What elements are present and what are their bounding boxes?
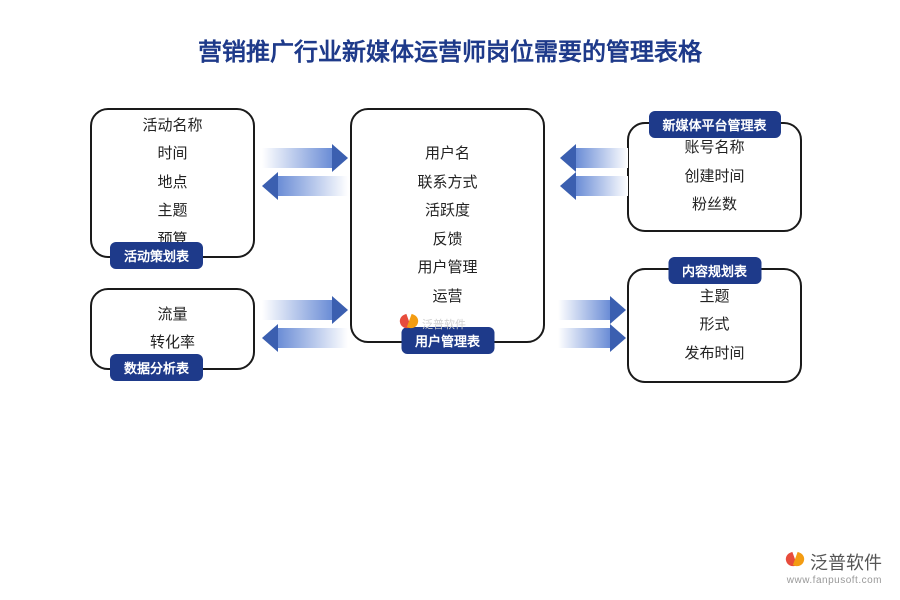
watermark-center: 泛普软件 — [400, 315, 466, 333]
footer-url: www.fanpusoft.com — [787, 575, 882, 586]
node-item: 活跃度 — [425, 197, 470, 226]
node-item: 运营 — [432, 283, 462, 312]
node-content-plan: 主题 形式 发布时间 内容规划表 — [627, 268, 802, 383]
page-title: 营销推广行业新媒体运营师岗位需要的管理表格 — [0, 32, 900, 67]
node-item: 形式 — [699, 311, 729, 340]
node-platform-mgmt: 账号名称 创建时间 粉丝数 新媒体平台管理表 — [627, 122, 802, 232]
node-item: 创建时间 — [684, 163, 744, 192]
badge-content-plan: 内容规划表 — [668, 257, 761, 284]
node-item: 主题 — [157, 197, 187, 226]
footer-logo: 泛普软件 www.fanpusoft.com — [786, 549, 882, 586]
node-item: 时间 — [157, 140, 187, 169]
badge-data-analysis: 数据分析表 — [110, 354, 203, 381]
watermark-brand: 泛普软件 — [422, 316, 466, 332]
node-item: 流量 — [157, 301, 187, 330]
node-item: 用户名 — [425, 140, 470, 169]
node-item: 反馈 — [432, 226, 462, 255]
badge-activity-plan: 活动策划表 — [110, 242, 203, 269]
node-item: 粉丝数 — [692, 191, 737, 220]
logo-icon — [786, 553, 804, 571]
node-item: 联系方式 — [417, 169, 477, 198]
node-item: 主题 — [699, 283, 729, 312]
node-item: 账号名称 — [684, 134, 744, 163]
node-item: 地点 — [157, 169, 187, 198]
footer-brand-text: 泛普软件 — [810, 549, 882, 575]
node-item: 发布时间 — [684, 340, 744, 369]
node-item: 活动名称 — [142, 112, 202, 141]
node-data-analysis: 流量 转化率 数据分析表 — [90, 288, 255, 370]
badge-platform-mgmt: 新媒体平台管理表 — [648, 111, 780, 138]
node-user-mgmt: 用户名 联系方式 活跃度 反馈 用户管理 运营 用户管理表 — [350, 108, 545, 343]
node-item: 用户管理 — [417, 254, 477, 283]
node-activity-plan: 活动名称 时间 地点 主题 预算 活动策划表 — [90, 108, 255, 258]
logo-icon — [400, 315, 418, 333]
